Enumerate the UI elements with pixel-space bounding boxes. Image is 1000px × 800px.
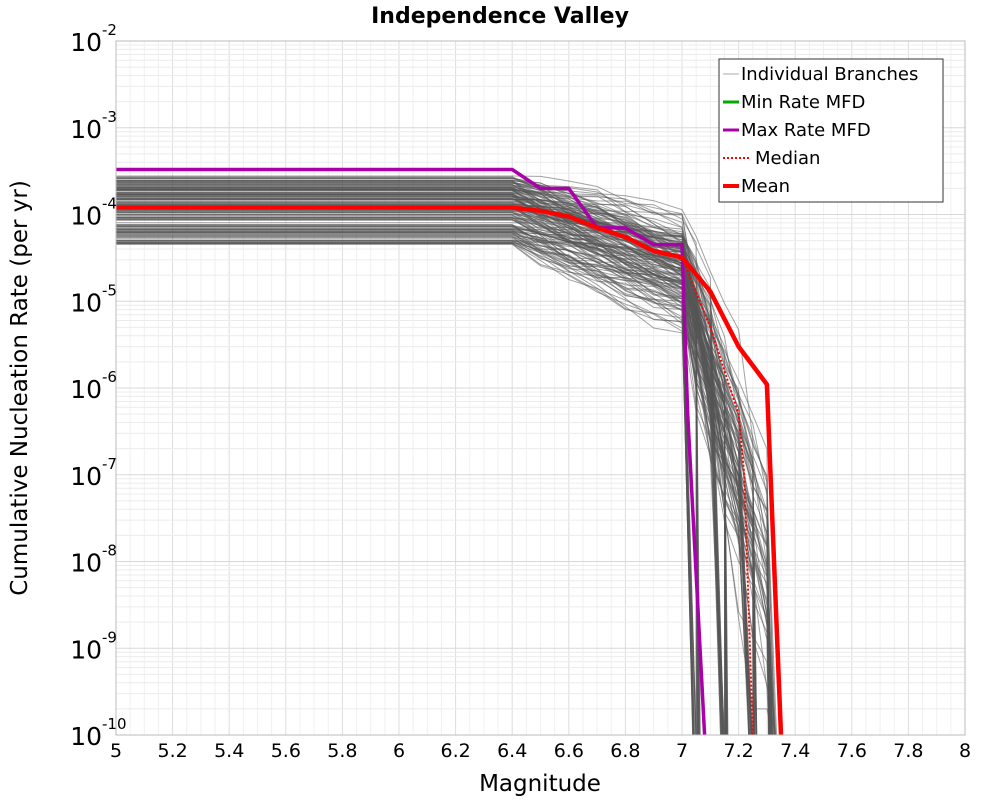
x-tick-label: 7.2 [723, 740, 753, 762]
branch-line [116, 180, 769, 736]
y-tick-exponent: -5 [102, 281, 117, 299]
y-tick-base: 10 [70, 115, 102, 144]
y-tick-base: 10 [70, 635, 102, 664]
x-tick-label: 6.2 [440, 740, 470, 762]
legend-label: Max Rate MFD [741, 120, 871, 141]
y-tick-exponent: -2 [102, 21, 117, 39]
x-tick-label: 5.4 [214, 740, 244, 762]
branch-line [116, 205, 753, 736]
legend-label: Individual Branches [741, 64, 918, 85]
branch-line [116, 219, 754, 736]
y-tick-base: 10 [70, 202, 102, 231]
y-tick-exponent: -7 [102, 455, 117, 473]
y-tick-base: 10 [70, 28, 102, 57]
y-tick-exponent: -9 [102, 628, 117, 646]
y-tick-label: 10 -4 [70, 195, 117, 231]
series-mean [116, 205, 784, 736]
branch-line [116, 224, 754, 736]
x-tick-label: 6.8 [610, 740, 640, 762]
x-axis-label: Magnitude [479, 771, 601, 797]
branch-line [116, 215, 695, 736]
y-tick-exponent: -4 [102, 195, 117, 213]
x-tick-label: 7 [676, 740, 688, 762]
y-tick-label: 10 -9 [70, 628, 117, 664]
y-tick-exponent: -3 [102, 108, 117, 126]
y-tick-label: 10 -7 [70, 455, 117, 491]
branch-line [116, 230, 727, 736]
plot-frame [115, 40, 966, 736]
x-tick-label: 7.6 [837, 740, 867, 762]
branch-line [116, 243, 697, 736]
x-tick-label: 8 [959, 740, 971, 762]
branch-line [116, 178, 773, 736]
x-tick-label: 7.4 [780, 740, 810, 762]
chart-title: Independence Valley [371, 4, 629, 29]
branch-line [116, 207, 726, 736]
y-tick-label: 10 -8 [70, 542, 117, 578]
y-axis-label: Cumulative Nucleation Rate (per yr) [7, 180, 33, 596]
series-max-rate-mfd [116, 167, 707, 736]
branch-line [116, 193, 698, 736]
x-tick-label: 7.8 [893, 740, 923, 762]
x-tick-label: 6 [393, 740, 405, 762]
y-tick-base: 10 [70, 462, 102, 491]
y-tick-base: 10 [70, 549, 102, 578]
legend-label: Median [755, 148, 820, 169]
legend-label: Min Rate MFD [741, 92, 865, 113]
y-tick-exponent: -6 [102, 368, 117, 386]
y-tick-label: 10 -6 [70, 368, 117, 404]
y-tick-label: 10 -2 [70, 21, 117, 57]
branch-line [116, 179, 770, 736]
x-tick-label: 5 [110, 740, 122, 762]
branch-line [116, 242, 757, 736]
y-tick-label: 10 -5 [70, 281, 117, 317]
series-lines [116, 167, 784, 736]
legend-label: Mean [741, 176, 790, 197]
plot-border [115, 40, 966, 736]
legend: Individual Branches Min Rate MFD Max Rate … [718, 58, 944, 203]
x-tick-label: 5.2 [157, 740, 187, 762]
branch-line [116, 184, 701, 736]
branch-line [116, 179, 698, 736]
x-tick-label: 6.4 [497, 740, 527, 762]
branch-line [116, 233, 755, 736]
y-tick-base: 10 [70, 722, 102, 751]
y-tick-base: 10 [70, 375, 102, 404]
y-tick-label: 10 -3 [70, 108, 117, 144]
x-tick-label: 5.6 [271, 740, 301, 762]
y-tick-base: 10 [70, 288, 102, 317]
branch-line [116, 242, 724, 736]
x-tick-labels: 5 5.2 5.4 5.6 5.8 6 6.2 6.4 6.6 6.8 7 7.2 7.4 7.6 7.8 8 [110, 740, 971, 762]
y-tick-label: 10 -10 [70, 715, 126, 751]
legend-box [718, 58, 944, 203]
x-tick-label: 6.6 [554, 740, 584, 762]
branch-line [116, 187, 769, 736]
y-tick-exponent: -10 [102, 715, 127, 733]
y-tick-exponent: -8 [102, 542, 117, 560]
x-tick-label: 5.8 [327, 740, 357, 762]
